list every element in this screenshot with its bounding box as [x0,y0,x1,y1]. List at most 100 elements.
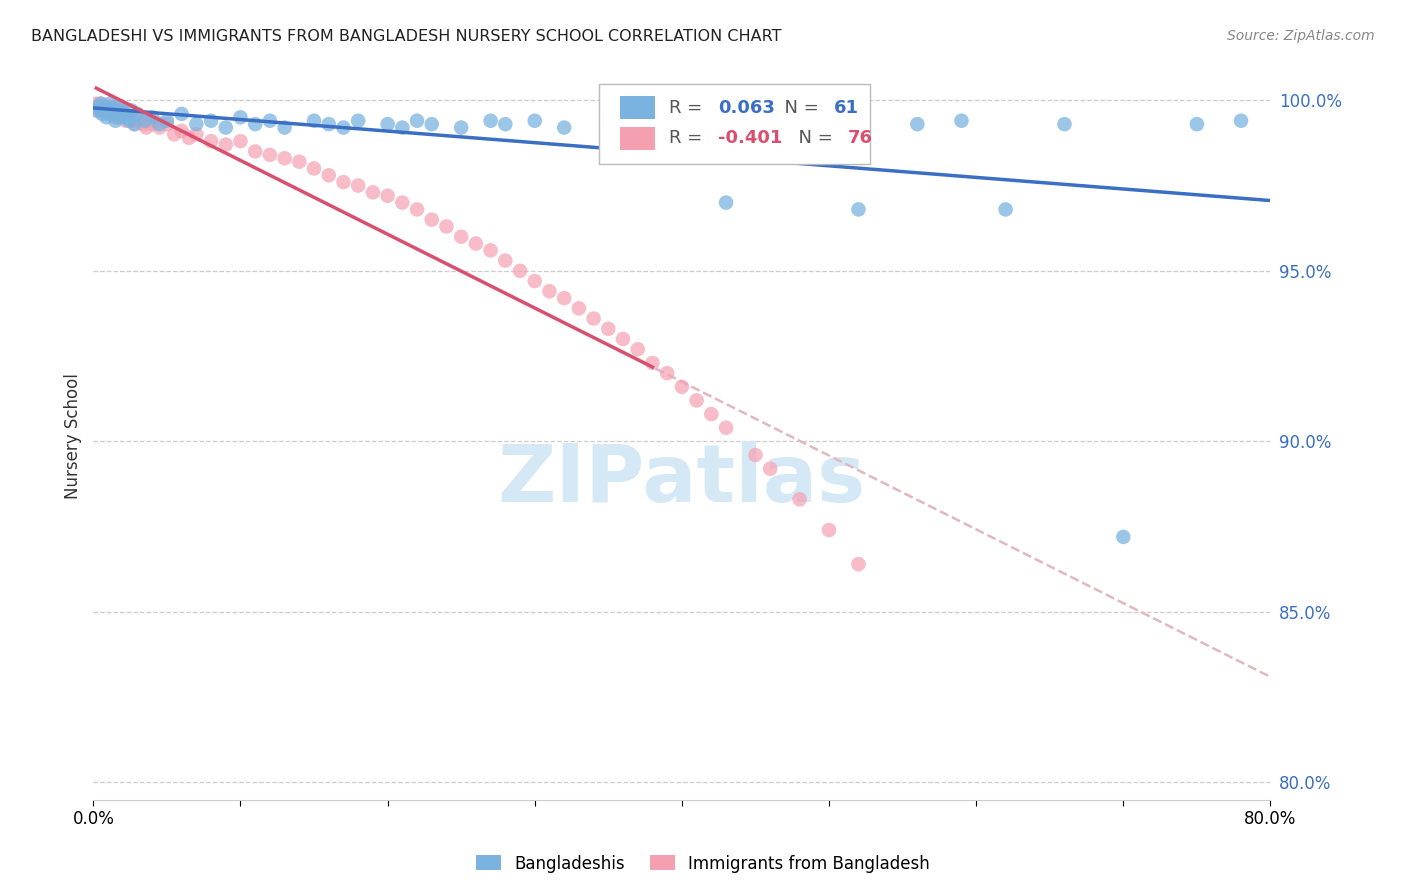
Point [714,195,737,210]
Point [612,332,634,346]
Text: ZIPatlas: ZIPatlas [498,441,866,519]
Point [789,492,811,507]
Legend: Bangladeshis, Immigrants from Bangladesh: Bangladeshis, Immigrants from Bangladesh [470,848,936,880]
Point [657,366,679,380]
Point [84,96,107,111]
Point [97,103,120,118]
Point [148,117,170,131]
Point [94,100,117,114]
Point [391,195,413,210]
Point [98,100,121,114]
Point [450,120,472,135]
Point [96,107,118,121]
Point [464,236,486,251]
Point [302,161,325,176]
Point [436,219,458,234]
Point [1053,117,1076,131]
Point [671,117,693,131]
Point [111,107,134,121]
Point [101,103,124,118]
Point [91,107,114,121]
Point [163,128,186,142]
Text: N =: N = [786,129,838,147]
Point [1230,113,1253,128]
Point [347,113,370,128]
Point [107,111,129,125]
Point [101,107,124,121]
Point [288,154,311,169]
Point [803,113,825,128]
Point [215,120,238,135]
Point [479,244,502,258]
Point [243,145,266,159]
Point [108,103,131,118]
Point [103,100,125,114]
Point [494,253,516,268]
Text: R =: R = [669,129,709,147]
Point [627,343,650,357]
FancyBboxPatch shape [620,127,655,150]
Point [243,117,266,131]
Point [135,120,157,135]
FancyBboxPatch shape [620,96,655,120]
Point [568,301,591,316]
Point [87,100,110,114]
Point [994,202,1017,217]
Point [714,421,737,435]
Point [479,113,502,128]
Point [818,523,841,537]
Y-axis label: Nursery School: Nursery School [65,374,82,500]
Point [94,100,117,114]
Point [523,113,546,128]
Point [111,103,134,118]
Text: 76: 76 [848,129,873,147]
Point [93,103,115,118]
Point [138,113,160,128]
Point [553,120,575,135]
Point [538,285,561,299]
Point [170,124,193,138]
Point [848,202,870,217]
Point [104,111,127,125]
Point [141,117,163,131]
Point [361,186,384,200]
Point [1185,117,1208,131]
Point [114,111,136,125]
Point [89,103,111,118]
Text: 0.063: 0.063 [718,99,775,117]
Point [91,100,114,114]
Point [641,356,664,370]
Point [420,117,443,131]
Point [132,117,155,131]
Point [229,134,252,148]
Point [685,393,707,408]
Point [759,117,782,131]
Point [215,137,238,152]
Point [582,311,605,326]
Point [114,113,136,128]
Point [170,107,193,121]
Point [124,117,146,131]
Point [347,178,370,193]
Point [156,117,179,131]
Point [104,113,127,128]
Text: Source: ZipAtlas.com: Source: ZipAtlas.com [1227,29,1375,43]
Point [107,103,129,118]
Point [700,407,723,421]
Point [259,148,281,162]
Point [186,128,208,142]
Point [134,113,156,128]
Point [744,448,766,462]
Point [318,117,340,131]
Point [200,134,222,148]
Point [156,113,179,128]
Point [110,100,132,114]
Point [259,113,281,128]
Point [1112,530,1135,544]
Point [450,229,472,244]
Point [420,212,443,227]
Point [89,100,111,114]
Point [377,117,399,131]
Point [103,103,125,118]
Point [302,113,325,128]
